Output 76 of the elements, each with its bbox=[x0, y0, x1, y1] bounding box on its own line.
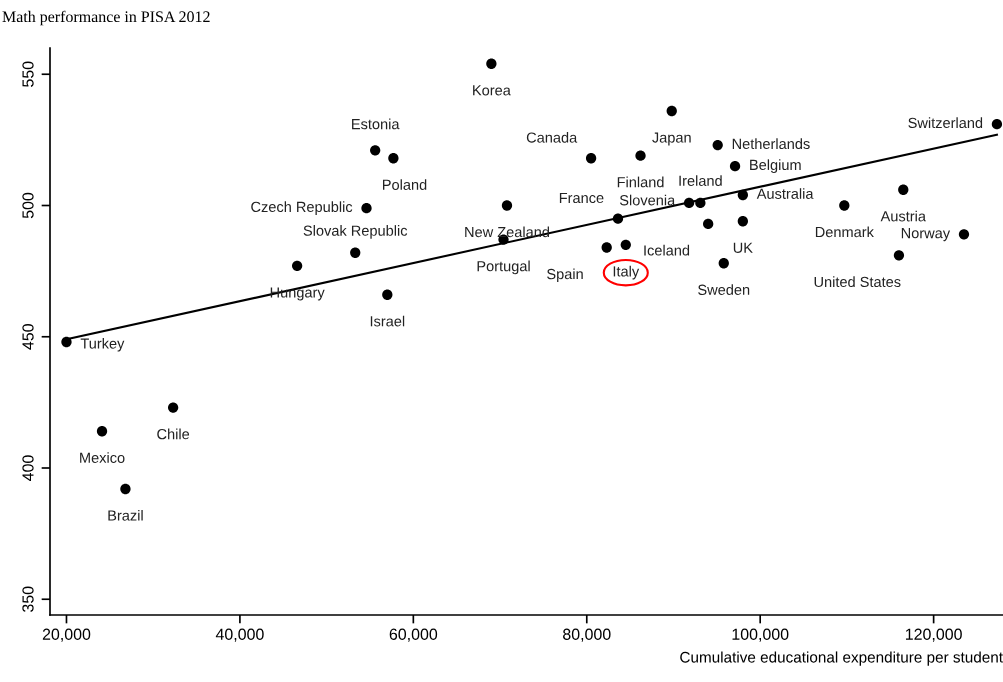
point bbox=[737, 216, 748, 227]
x-tick-label: 40,000 bbox=[215, 628, 264, 642]
x-tick-label: 100,000 bbox=[732, 628, 789, 642]
x-tick-label: 80,000 bbox=[563, 628, 611, 642]
point bbox=[991, 118, 1003, 130]
annotation: France bbox=[559, 192, 604, 204]
point bbox=[695, 197, 706, 209]
annotation: Hungary bbox=[270, 287, 325, 301]
annotation: Italy bbox=[613, 265, 640, 280]
y-tick-label: 450 bbox=[22, 324, 34, 350]
point bbox=[898, 184, 909, 195]
point bbox=[635, 150, 646, 161]
x-axis-title: Cumulative educational expenditure per student bbox=[680, 651, 1003, 666]
point bbox=[893, 250, 905, 261]
point bbox=[683, 197, 695, 209]
point bbox=[370, 145, 381, 156]
annotation: Belgium bbox=[750, 159, 801, 173]
x-tick-label: 20,000 bbox=[42, 628, 91, 642]
annotation: Denmark bbox=[815, 226, 874, 238]
point bbox=[666, 105, 677, 117]
annotation: New Zealand bbox=[465, 226, 550, 238]
point bbox=[703, 218, 714, 230]
point bbox=[486, 58, 497, 69]
point bbox=[718, 258, 729, 269]
annotation: Chile bbox=[157, 428, 190, 440]
y-tick-label: 350 bbox=[22, 586, 34, 612]
point bbox=[388, 153, 399, 164]
annotation: United States bbox=[814, 276, 901, 288]
annotation: Switzerland bbox=[908, 117, 983, 129]
annotation: Poland bbox=[383, 179, 427, 190]
annotation: Korea bbox=[473, 85, 511, 96]
annotation: Norway bbox=[901, 228, 951, 242]
annotation: Ireland bbox=[679, 175, 722, 186]
annotation: Czech Republic bbox=[251, 201, 353, 215]
annotation: Israel bbox=[370, 315, 405, 327]
annotation: Estonia bbox=[352, 118, 400, 130]
point bbox=[350, 247, 361, 258]
point bbox=[382, 289, 393, 300]
point bbox=[612, 213, 624, 224]
point bbox=[737, 189, 748, 201]
point bbox=[958, 229, 970, 240]
annotation: Portugal bbox=[477, 260, 530, 275]
annotation: Slovak Republic bbox=[303, 225, 408, 239]
point bbox=[729, 160, 741, 172]
point bbox=[291, 260, 303, 272]
point bbox=[601, 242, 612, 253]
point bbox=[712, 139, 723, 151]
annotation: Mexico bbox=[80, 452, 125, 463]
point bbox=[61, 336, 72, 348]
point bbox=[361, 202, 372, 214]
chart-title: Math performance in PISA 2012 bbox=[2, 10, 210, 26]
point bbox=[620, 239, 631, 251]
y-tick-label: 550 bbox=[22, 61, 34, 87]
point bbox=[839, 200, 850, 211]
point bbox=[585, 153, 597, 164]
annotation: Sweden bbox=[698, 284, 750, 295]
point bbox=[120, 483, 131, 495]
annotation: Spain bbox=[547, 268, 583, 283]
point bbox=[501, 200, 513, 211]
y-tick-label: 400 bbox=[22, 455, 34, 481]
annotation: Austria bbox=[880, 210, 926, 222]
annotation: Brazil bbox=[108, 509, 143, 521]
annotation: Canada bbox=[526, 132, 578, 143]
point bbox=[96, 426, 108, 437]
annotation: UK bbox=[733, 242, 753, 253]
annotation: Finland bbox=[617, 176, 664, 188]
annotation: Australia bbox=[756, 188, 814, 199]
annotation: Netherlands bbox=[732, 138, 810, 150]
annotation: Iceland bbox=[644, 244, 690, 256]
annotation: Turkey bbox=[80, 337, 125, 352]
annotation: Japan bbox=[652, 132, 691, 146]
point bbox=[167, 402, 179, 413]
x-tick-label: 60,000 bbox=[389, 628, 438, 642]
annotation: Slovenia bbox=[619, 194, 676, 206]
y-tick-label: 500 bbox=[22, 192, 34, 219]
x-tick-label: 120,000 bbox=[905, 628, 962, 642]
